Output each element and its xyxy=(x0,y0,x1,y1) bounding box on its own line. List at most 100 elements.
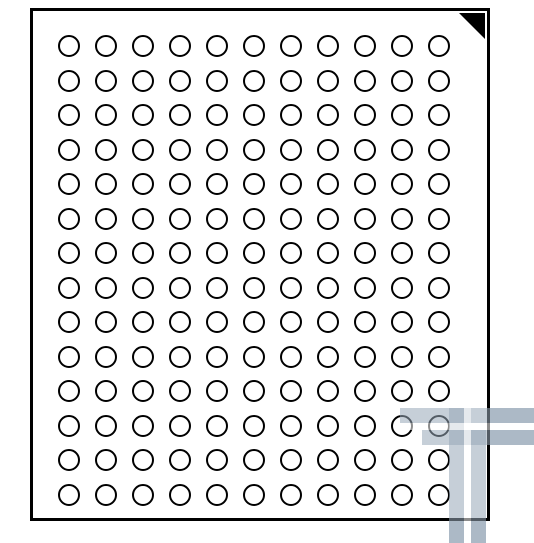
bga-ball xyxy=(132,277,154,299)
bga-ball xyxy=(58,208,80,230)
bga-ball xyxy=(354,346,376,368)
bga-ball xyxy=(391,346,413,368)
bga-ball xyxy=(58,449,80,471)
bga-ball xyxy=(169,35,191,57)
bga-ball xyxy=(169,346,191,368)
bga-ball xyxy=(391,104,413,126)
bga-ball xyxy=(243,277,265,299)
bga-ball xyxy=(58,380,80,402)
bga-ball xyxy=(243,139,265,161)
bga-ball xyxy=(391,173,413,195)
bga-ball xyxy=(206,415,228,437)
bga-ball xyxy=(206,139,228,161)
canvas xyxy=(0,0,534,543)
bga-ball xyxy=(317,346,339,368)
bga-ball xyxy=(280,346,302,368)
bga-ball xyxy=(243,35,265,57)
bga-ball xyxy=(169,70,191,92)
bga-ball xyxy=(206,311,228,333)
bga-ball xyxy=(428,70,450,92)
bga-ball xyxy=(243,415,265,437)
bga-ball xyxy=(243,242,265,264)
bga-ball xyxy=(132,484,154,506)
bga-ball xyxy=(354,139,376,161)
bga-ball xyxy=(317,173,339,195)
bga-ball xyxy=(391,139,413,161)
bga-ball xyxy=(428,173,450,195)
bga-ball xyxy=(169,242,191,264)
bga-ball xyxy=(206,35,228,57)
bga-ball xyxy=(58,242,80,264)
bga-ball xyxy=(354,242,376,264)
bga-ball xyxy=(280,70,302,92)
bga-ball xyxy=(391,208,413,230)
bga-ball xyxy=(132,311,154,333)
bga-ball xyxy=(95,484,117,506)
bga-ball xyxy=(206,173,228,195)
bga-ball xyxy=(317,139,339,161)
watermark-bar xyxy=(471,430,486,543)
bga-ball xyxy=(58,104,80,126)
bga-ball xyxy=(280,484,302,506)
bga-ball xyxy=(95,208,117,230)
bga-ball xyxy=(206,380,228,402)
bga-ball xyxy=(354,449,376,471)
bga-ball xyxy=(169,173,191,195)
bga-ball xyxy=(95,449,117,471)
bga-ball xyxy=(280,277,302,299)
bga-ball xyxy=(354,484,376,506)
bga-ball xyxy=(132,208,154,230)
bga-ball xyxy=(354,415,376,437)
bga-ball xyxy=(58,484,80,506)
bga-ball xyxy=(132,449,154,471)
bga-ball xyxy=(206,277,228,299)
bga-ball xyxy=(169,380,191,402)
bga-ball xyxy=(169,104,191,126)
bga-ball xyxy=(132,242,154,264)
bga-ball xyxy=(391,242,413,264)
bga-ball xyxy=(95,104,117,126)
bga-ball xyxy=(317,208,339,230)
bga-ball xyxy=(317,277,339,299)
bga-ball xyxy=(317,242,339,264)
bga-ball xyxy=(95,173,117,195)
bga-ball xyxy=(132,104,154,126)
bga-ball xyxy=(243,70,265,92)
bga-ball xyxy=(95,70,117,92)
bga-ball xyxy=(317,104,339,126)
bga-ball xyxy=(428,380,450,402)
bga-ball xyxy=(428,277,450,299)
bga-ball xyxy=(428,242,450,264)
bga-ball xyxy=(317,415,339,437)
watermark-logo-overlay xyxy=(400,408,534,543)
bga-ball xyxy=(206,70,228,92)
bga-ball xyxy=(391,380,413,402)
bga-ball xyxy=(428,346,450,368)
bga-ball xyxy=(169,311,191,333)
bga-ball xyxy=(95,35,117,57)
bga-ball xyxy=(206,346,228,368)
bga-ball xyxy=(95,380,117,402)
bga-ball xyxy=(58,311,80,333)
bga-ball xyxy=(243,208,265,230)
bga-ball xyxy=(280,173,302,195)
bga-ball xyxy=(95,139,117,161)
bga-ball xyxy=(58,35,80,57)
bga-ball xyxy=(428,311,450,333)
bga-ball xyxy=(58,70,80,92)
bga-ball xyxy=(243,449,265,471)
bga-ball xyxy=(280,35,302,57)
bga-ball xyxy=(132,139,154,161)
bga-ball xyxy=(280,242,302,264)
bga-ball xyxy=(391,35,413,57)
bga-ball xyxy=(391,70,413,92)
bga-ball xyxy=(169,415,191,437)
bga-ball xyxy=(95,277,117,299)
bga-ball xyxy=(206,484,228,506)
bga-ball xyxy=(95,415,117,437)
bga-ball xyxy=(428,35,450,57)
bga-ball xyxy=(391,277,413,299)
bga-ball xyxy=(428,139,450,161)
bga-ball xyxy=(391,311,413,333)
bga-ball xyxy=(354,70,376,92)
